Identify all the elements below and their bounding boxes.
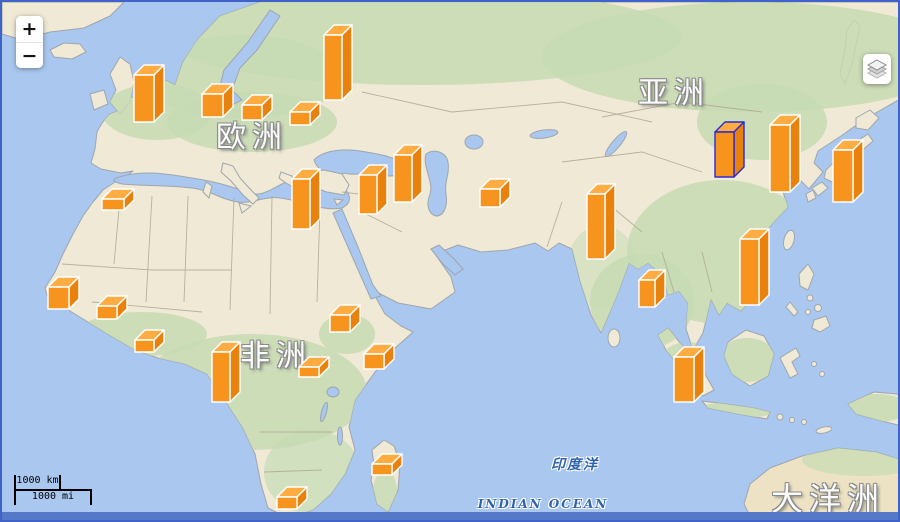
bar-marker-ivory-coast[interactable] (134, 329, 165, 353)
bar-marker-northeast-asia[interactable] (769, 114, 801, 193)
bar-marker-guinea[interactable] (96, 295, 128, 320)
bar-marker-north-china[interactable] (714, 121, 745, 178)
map-edge-strip (2, 512, 898, 520)
bar-marker-horn-of-africa[interactable] (363, 343, 395, 370)
zoom-in-button[interactable]: + (16, 16, 43, 42)
bar-marker-middle-east[interactable] (358, 164, 388, 215)
vegetation (77, 2, 898, 514)
scale-km-label: 1000 km (14, 475, 61, 489)
bar-marker-ethiopia[interactable] (329, 304, 361, 333)
bar-marker-nigeria[interactable] (211, 341, 241, 403)
italy (220, 162, 260, 205)
layer-switcher-button[interactable] (863, 54, 891, 84)
scale-line: 1000 km 1000 mi (14, 475, 92, 505)
bar-marker-eastern-europe[interactable] (241, 94, 273, 121)
bar-marker-philippines[interactable] (739, 228, 770, 306)
black-sea (313, 149, 405, 177)
ocean-label: INDIAN OCEAN (477, 497, 609, 511)
aral-sea (464, 134, 484, 150)
bar-marker-central-europe[interactable] (201, 83, 234, 118)
persian-gulf (430, 244, 464, 276)
bar-marker-western-europe[interactable] (133, 64, 165, 123)
bar-marker-turkey[interactable] (291, 168, 321, 230)
caspian-sea (424, 150, 449, 217)
bar-marker-india[interactable] (586, 183, 616, 260)
lake-baikal (604, 130, 628, 158)
scale-mi-label: 1000 mi (14, 491, 92, 505)
bar-marker-ukraine[interactable] (289, 101, 321, 126)
bar-marker-madagascar[interactable] (371, 453, 403, 476)
continent-label: 亚洲 (638, 76, 710, 111)
bar-marker-japan[interactable] (832, 139, 864, 203)
bar-marker-east-africa[interactable] (298, 356, 330, 378)
layers-icon (866, 59, 888, 79)
bar-marker-northern-europe[interactable] (323, 24, 353, 101)
seas (113, 9, 628, 446)
ocean-label: 印度洋 (551, 457, 599, 473)
bar-marker-central-asia[interactable] (479, 178, 511, 208)
zoom-control: + − (16, 16, 43, 68)
red-sea (332, 208, 382, 300)
bar-marker-senegal[interactable] (47, 276, 80, 310)
bar-marker-indonesia[interactable] (673, 346, 705, 403)
bar-marker-caspian-region[interactable] (393, 144, 423, 203)
lake-victoria (326, 386, 340, 398)
bar-marker-southern-africa[interactable] (276, 486, 308, 510)
bar-marker-morocco[interactable] (101, 188, 135, 211)
bar-marker-indochina[interactable] (638, 269, 666, 308)
mediterranean-peninsulas (202, 162, 350, 214)
zoom-out-button[interactable]: − (16, 42, 43, 68)
